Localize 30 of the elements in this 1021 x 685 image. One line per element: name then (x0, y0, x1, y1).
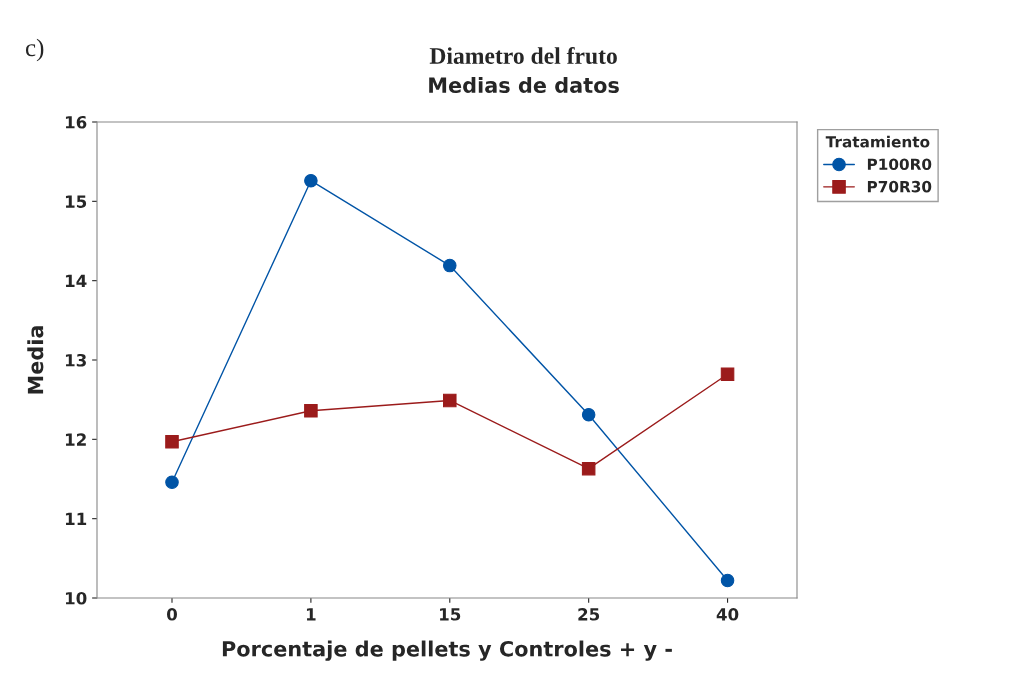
legend-label: P70R30 (867, 180, 932, 193)
legend-label: P100R0 (867, 158, 932, 170)
x-tick-label: 0 (167, 608, 177, 621)
y-axis-title: Media (27, 326, 44, 394)
point (720, 367, 735, 382)
chart-title: Diametro del fruto (429, 47, 617, 64)
y-tick-label: 10 (65, 591, 87, 605)
y-tick-label: 13 (65, 353, 86, 367)
point (720, 573, 735, 588)
y-tick-label: 11 (65, 512, 87, 525)
point (443, 393, 457, 408)
point (304, 404, 318, 418)
chart-subtitle: Medias de datos (429, 76, 619, 94)
x-tick-label: 40 (716, 608, 739, 621)
point (165, 475, 179, 489)
x-tick-label: 15 (440, 608, 461, 621)
point (581, 407, 596, 422)
x-tick-label: 25 (578, 608, 600, 621)
point (304, 173, 318, 188)
point (581, 461, 596, 476)
x-tick-label: 1 (306, 608, 316, 621)
text: c) (25, 38, 44, 62)
point (165, 434, 179, 449)
x-axis-title: Porcentaje de pellets y Controles + y - (222, 640, 672, 661)
y-tick-label: 16 (65, 115, 87, 129)
point (443, 258, 457, 273)
y-tick-label: 12 (65, 433, 86, 446)
y-tick-label: 15 (65, 195, 87, 208)
y-tick-label: 14 (65, 274, 87, 287)
legend-title: Tratamiento (825, 135, 930, 148)
